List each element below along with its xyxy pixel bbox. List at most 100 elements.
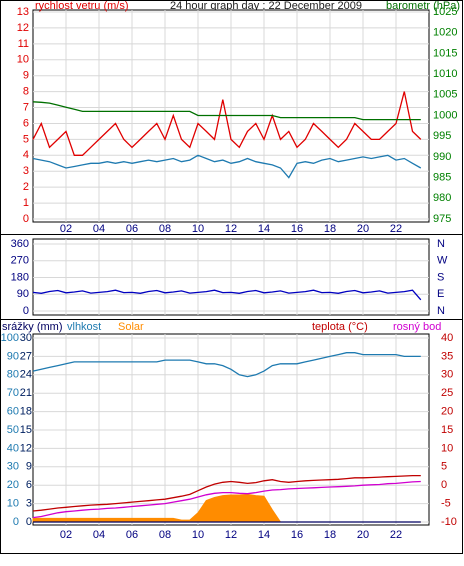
x-tick-label: 06 [126,223,138,235]
y-tick-label: 2 [23,181,29,193]
chart-title: 24 hour graph day : 22 December 2009 [170,0,362,12]
y-tick-label: 4 [23,149,29,161]
y-tick-label: 3 [23,165,29,177]
series-line [32,101,421,121]
y2-tick-label: 5 [441,461,447,473]
y2-tick-label: S [437,271,444,283]
y-tick-label: 1 [23,197,29,209]
y3-tick-label: 70 [7,387,19,399]
x-tick-label: 02 [60,529,72,541]
legend-label: teplota (°C) [312,321,368,333]
y2-tick-label: W [437,255,448,267]
y-tick-label: 3 [26,498,32,510]
x-tick-label: 18 [324,529,336,541]
x-tick-label: 20 [357,223,369,235]
y-tick-label: 360 [11,238,29,250]
y-tick-label: 24 [20,369,32,381]
y-tick-label: 12 [17,22,29,34]
series-line [32,289,422,301]
y3-tick-label: 40 [7,442,19,454]
y2-tick-label: -5 [441,498,451,510]
y2-tick-label: 985 [433,172,451,184]
y-tick-label: 11 [18,38,29,50]
y2-tick-label: 15 [441,424,453,436]
y-tick-label: 90 [17,288,29,300]
x-tick-label: 08 [159,529,171,541]
y2-tick-label: 25 [441,387,453,399]
y2-tick-label: 1020 [433,27,457,39]
y2-tick-label: 1010 [433,68,457,80]
y2-tick-label: -10 [441,516,457,528]
x-tick-label: 22 [390,529,402,541]
legend-label: srážky (mm) [2,321,63,333]
y2-tick-label: 980 [433,192,451,204]
y2-tick-label: 1000 [433,109,457,121]
y2-tick-label: 10 [441,442,453,454]
series-line [32,91,422,156]
y-tick-label: 6 [23,117,29,129]
y3-tick-label: 0 [13,516,19,528]
x-tick-label: 14 [258,223,270,235]
x-tick-label: 08 [159,223,171,235]
y3-tick-label: 100 [1,332,19,344]
y-tick-label: 180 [11,271,29,283]
y2-tick-label: N [437,238,445,250]
y-tick-label: 8 [23,86,29,98]
y2-tick-label: 1025 [433,6,457,18]
x-tick-label: 04 [93,529,105,541]
y2-tick-label: 30 [441,369,453,381]
x-tick-label: 16 [291,223,303,235]
y-tick-label: 7 [23,101,29,113]
series-line [32,154,422,179]
x-tick-label: 06 [126,529,138,541]
legend-label: barometr (hPa) [386,0,460,12]
legend-label: vlhkost [67,321,101,333]
y2-tick-label: 995 [433,130,451,142]
x-tick-label: 10 [192,529,204,541]
y2-tick-label: N [437,305,445,317]
x-tick-label: 10 [192,223,204,235]
x-tick-label: 02 [60,223,72,235]
legend-label: Solar [118,321,144,333]
y-tick-label: 0 [26,516,32,528]
y-tick-label: 27 [20,350,32,362]
y2-tick-label: E [437,288,444,300]
series-line [32,474,421,512]
y2-tick-label: 40 [441,332,453,344]
y-tick-label: 10 [17,54,29,66]
y2-tick-label: 1015 [433,47,457,59]
y-tick-label: 0 [23,305,29,317]
series-line [32,480,421,519]
y2-tick-label: 0 [441,479,447,491]
y-tick-label: 9 [23,70,29,82]
x-tick-label: 16 [291,529,303,541]
y-tick-label: 270 [11,255,29,267]
y-tick-label: 18 [20,406,32,418]
y3-tick-label: 60 [7,406,19,418]
y3-tick-label: 20 [7,479,19,491]
x-tick-label: 18 [324,223,336,235]
y2-tick-label: 990 [433,151,451,163]
y3-tick-label: 90 [7,350,19,362]
x-tick-label: 20 [357,529,369,541]
y2-tick-label: 975 [433,213,451,225]
y-tick-label: 30 [20,332,32,344]
y-tick-label: 6 [26,479,32,491]
y3-tick-label: 10 [7,498,19,510]
y3-tick-label: 80 [7,369,19,381]
y-tick-label: 0 [23,213,29,225]
y-tick-label: 9 [26,461,32,473]
y-tick-label: 13 [17,6,29,18]
y3-tick-label: 50 [7,424,19,436]
x-tick-label: 12 [225,223,237,235]
y2-tick-label: 1005 [433,89,457,101]
y-tick-label: 21 [20,387,32,399]
y-tick-label: 15 [20,424,32,436]
y2-tick-label: 20 [441,406,453,418]
legend-label: rosný bod [393,321,441,333]
y-tick-label: 12 [20,442,32,454]
x-tick-label: 12 [225,529,237,541]
x-tick-label: 04 [93,223,105,235]
